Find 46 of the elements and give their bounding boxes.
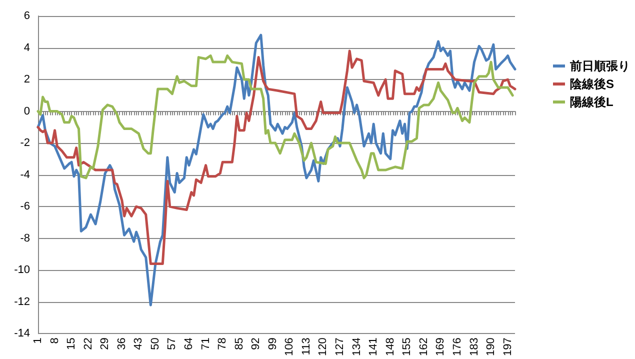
x-tick-label: 176 <box>451 338 464 356</box>
x-tick-label: 134 <box>350 338 363 356</box>
x-tick-label: 64 <box>183 338 196 350</box>
line-series <box>36 50 516 266</box>
x-tick-label: 71 <box>200 338 212 350</box>
x-tick-label: 43 <box>132 338 145 350</box>
x-tick-label: 50 <box>149 338 162 350</box>
line-series <box>36 34 516 306</box>
y-tick-label: -6 <box>20 200 30 213</box>
y-tick-label: 0 <box>24 105 30 118</box>
x-tick-label: 113 <box>300 338 312 356</box>
x-tick-label: 1 <box>32 338 44 344</box>
x-tick-label: 36 <box>116 338 128 350</box>
x-tick-label: 29 <box>99 338 112 350</box>
legend-label: 陽線後L <box>570 95 614 109</box>
x-tick-label: 85 <box>233 338 246 350</box>
x-tick-label: 78 <box>216 338 229 350</box>
y-tick-label: 2 <box>24 74 30 86</box>
x-tick-label: 183 <box>468 338 480 356</box>
x-tick-label: 106 <box>284 338 296 356</box>
y-tick-label: -14 <box>14 328 30 340</box>
x-tick-label: 92 <box>250 338 262 350</box>
y-tick-label: 4 <box>24 42 30 54</box>
y-tick-label: -2 <box>20 137 30 150</box>
y-tick-label: -12 <box>14 296 30 308</box>
y-tick-label: -8 <box>20 232 30 244</box>
x-tick-label: 197 <box>502 338 514 356</box>
x-tick-label: 57 <box>166 338 178 350</box>
x-tick-label: 162 <box>418 338 430 356</box>
x-tick-label: 15 <box>66 338 78 350</box>
legend-label: 前日順張り <box>569 59 630 73</box>
x-tick-label: 99 <box>266 338 279 350</box>
x-tick-label: 120 <box>317 338 330 356</box>
x-tick-label: 148 <box>384 338 396 356</box>
x-tick-label: 190 <box>485 338 498 356</box>
y-tick-label: -10 <box>14 264 30 276</box>
legend-label: 陰線後S <box>570 77 614 91</box>
y-tick-label: -4 <box>20 168 30 181</box>
x-tick-label: 127 <box>334 338 346 356</box>
x-tick-label: 8 <box>48 338 61 344</box>
x-tick-label: 169 <box>434 338 447 356</box>
x-tick-label: 141 <box>368 338 380 356</box>
line-series <box>36 54 514 180</box>
y-tick-label: 6 <box>24 10 30 22</box>
x-tick-label: 155 <box>401 338 414 356</box>
x-tick-label: 22 <box>82 338 94 350</box>
